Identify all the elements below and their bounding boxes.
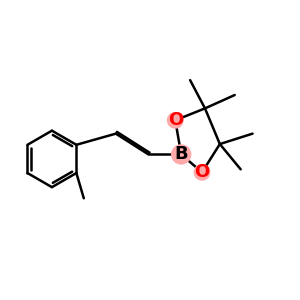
Circle shape — [194, 165, 210, 180]
Circle shape — [172, 145, 191, 164]
Text: O: O — [168, 111, 183, 129]
Text: B: B — [174, 146, 188, 164]
Circle shape — [167, 112, 183, 128]
Text: O: O — [194, 163, 210, 181]
